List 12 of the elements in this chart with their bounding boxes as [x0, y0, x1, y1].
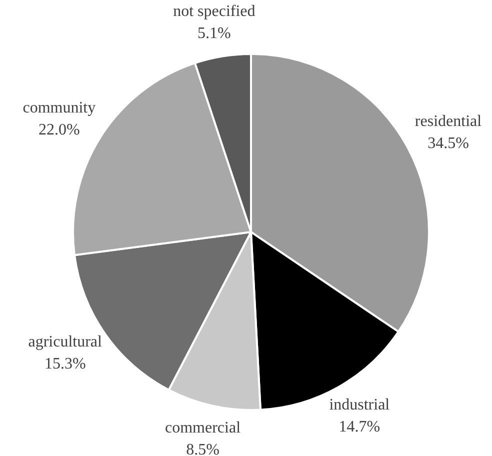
- slice-label: agricultural: [28, 334, 103, 351]
- data-label: 15.3%: [44, 356, 86, 373]
- slice-label: commercial: [165, 419, 242, 436]
- data-label: 8.5%: [186, 441, 220, 456]
- slice-label: not specified: [173, 2, 256, 20]
- data-label: 22.0%: [38, 122, 80, 139]
- slice-label: community: [22, 100, 96, 117]
- slice-label: industrial: [329, 396, 390, 414]
- data-label: 5.1%: [198, 24, 231, 42]
- data-label: 34.5%: [428, 134, 469, 152]
- slice-label: residential: [414, 112, 482, 130]
- data-label: 14.7%: [338, 418, 380, 436]
